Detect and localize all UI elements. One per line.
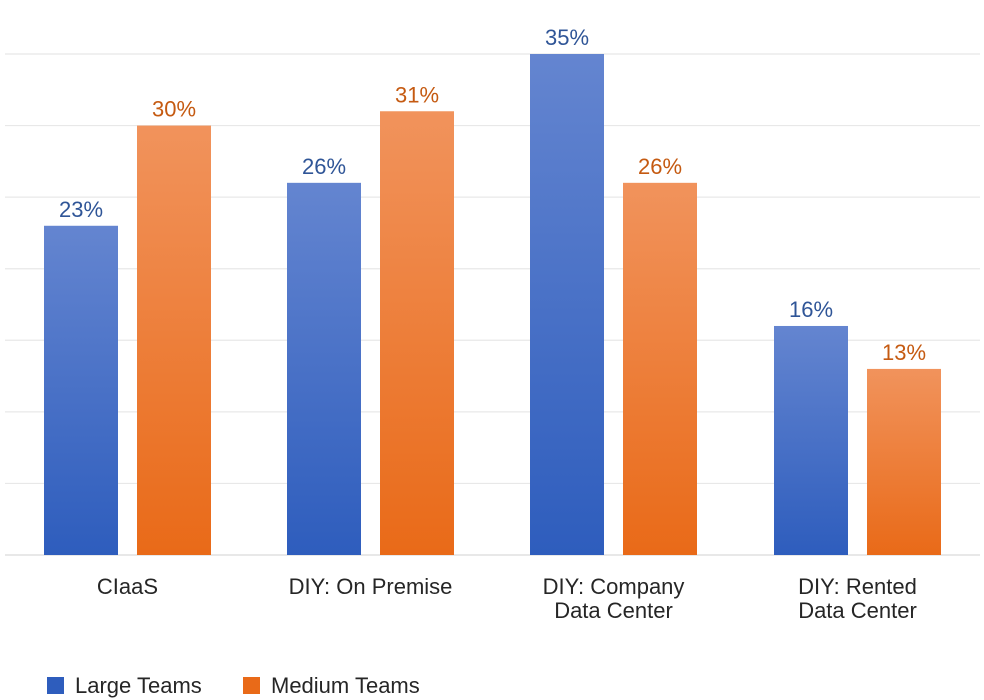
data-label: 23% bbox=[59, 197, 103, 222]
legend-label: Medium Teams bbox=[271, 673, 420, 698]
bar-large-teams bbox=[44, 225, 118, 555]
category-label: CIaaS bbox=[97, 574, 158, 599]
legend-swatch bbox=[243, 677, 260, 694]
data-label: 16% bbox=[789, 297, 833, 322]
bar-large-teams bbox=[530, 54, 604, 555]
data-label: 30% bbox=[152, 97, 196, 122]
data-label: 35% bbox=[545, 25, 589, 50]
category-label: Data Center bbox=[798, 598, 917, 623]
category-label: DIY: Company bbox=[543, 574, 685, 599]
bar-large-teams bbox=[774, 325, 848, 555]
bar-large-teams bbox=[287, 182, 361, 556]
data-label: 31% bbox=[395, 82, 439, 107]
legend-label: Large Teams bbox=[75, 673, 202, 698]
category-label: DIY: On Premise bbox=[289, 574, 453, 599]
data-label: 26% bbox=[638, 154, 682, 179]
data-label: 26% bbox=[302, 154, 346, 179]
category-label: DIY: Rented bbox=[798, 574, 917, 599]
bar-medium-teams bbox=[867, 368, 941, 555]
legend-swatch bbox=[47, 677, 64, 694]
bar-medium-teams bbox=[623, 182, 697, 556]
bar-medium-teams bbox=[137, 125, 211, 556]
data-label: 13% bbox=[882, 340, 926, 365]
bar-medium-teams bbox=[380, 111, 454, 555]
category-label: Data Center bbox=[554, 598, 673, 623]
